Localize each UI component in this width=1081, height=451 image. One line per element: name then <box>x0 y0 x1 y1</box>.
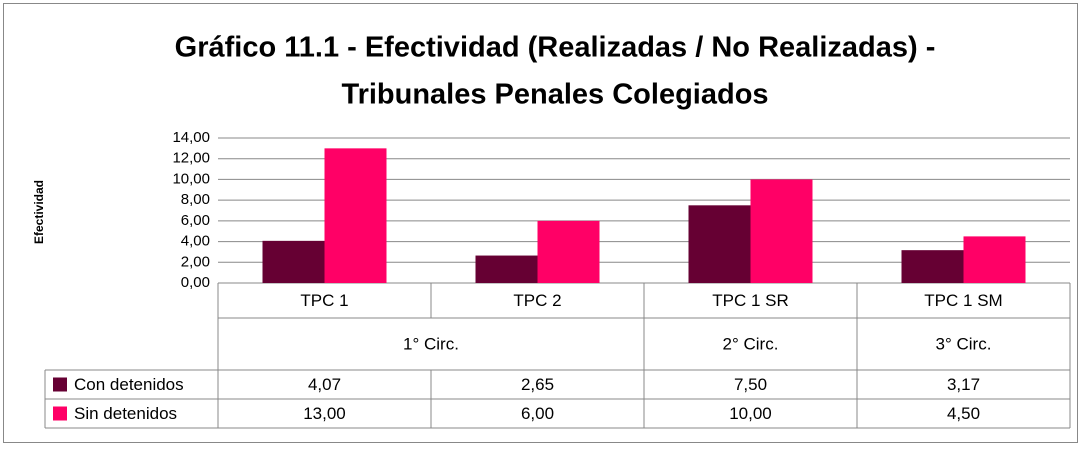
y-tick-label: 12,00 <box>172 150 210 167</box>
table-value: 7,50 <box>734 375 767 394</box>
y-tick-label: 14,00 <box>172 129 210 146</box>
group-label: 2° Circ. <box>723 334 779 353</box>
table-value: 10,00 <box>729 404 772 423</box>
bar <box>963 236 1026 283</box>
x-tick-label: TPC 1 SR <box>712 291 789 310</box>
bar <box>688 205 751 283</box>
bar <box>475 255 538 283</box>
table-value: 2,65 <box>521 375 554 394</box>
table-value: 3,17 <box>947 375 980 394</box>
x-tick-label: TPC 1 SM <box>924 291 1002 310</box>
x-tick-label: TPC 1 <box>300 291 348 310</box>
group-label: 1° Circ. <box>403 334 459 353</box>
bar <box>262 240 325 283</box>
chart-title: Tribunales Penales Colegiados <box>341 79 768 111</box>
table-value: 4,50 <box>947 404 980 423</box>
y-tick-label: 10,00 <box>172 170 210 187</box>
group-label: 3° Circ. <box>936 334 992 353</box>
bar <box>537 220 600 283</box>
y-tick-label: 2,00 <box>181 253 210 270</box>
legend-key <box>53 377 67 392</box>
y-tick-label: 4,00 <box>181 233 210 250</box>
chart-title: Gráfico 11.1 - Efectividad (Realizadas /… <box>175 32 936 64</box>
table-value: 6,00 <box>521 404 554 423</box>
legend-label: Sin detenidos <box>74 404 177 423</box>
table-value: 4,07 <box>308 375 341 394</box>
legend-label: Con detenidos <box>74 375 184 394</box>
y-tick-label: 0,00 <box>181 274 210 291</box>
legend-key <box>53 406 67 421</box>
bar <box>901 250 964 283</box>
table-value: 13,00 <box>303 404 346 423</box>
y-tick-label: 8,00 <box>181 191 210 208</box>
y-axis-label: Efectividad <box>32 180 46 244</box>
bar <box>324 148 387 283</box>
x-tick-label: TPC 2 <box>513 291 561 310</box>
y-tick-label: 6,00 <box>181 212 210 229</box>
bar <box>750 179 813 283</box>
